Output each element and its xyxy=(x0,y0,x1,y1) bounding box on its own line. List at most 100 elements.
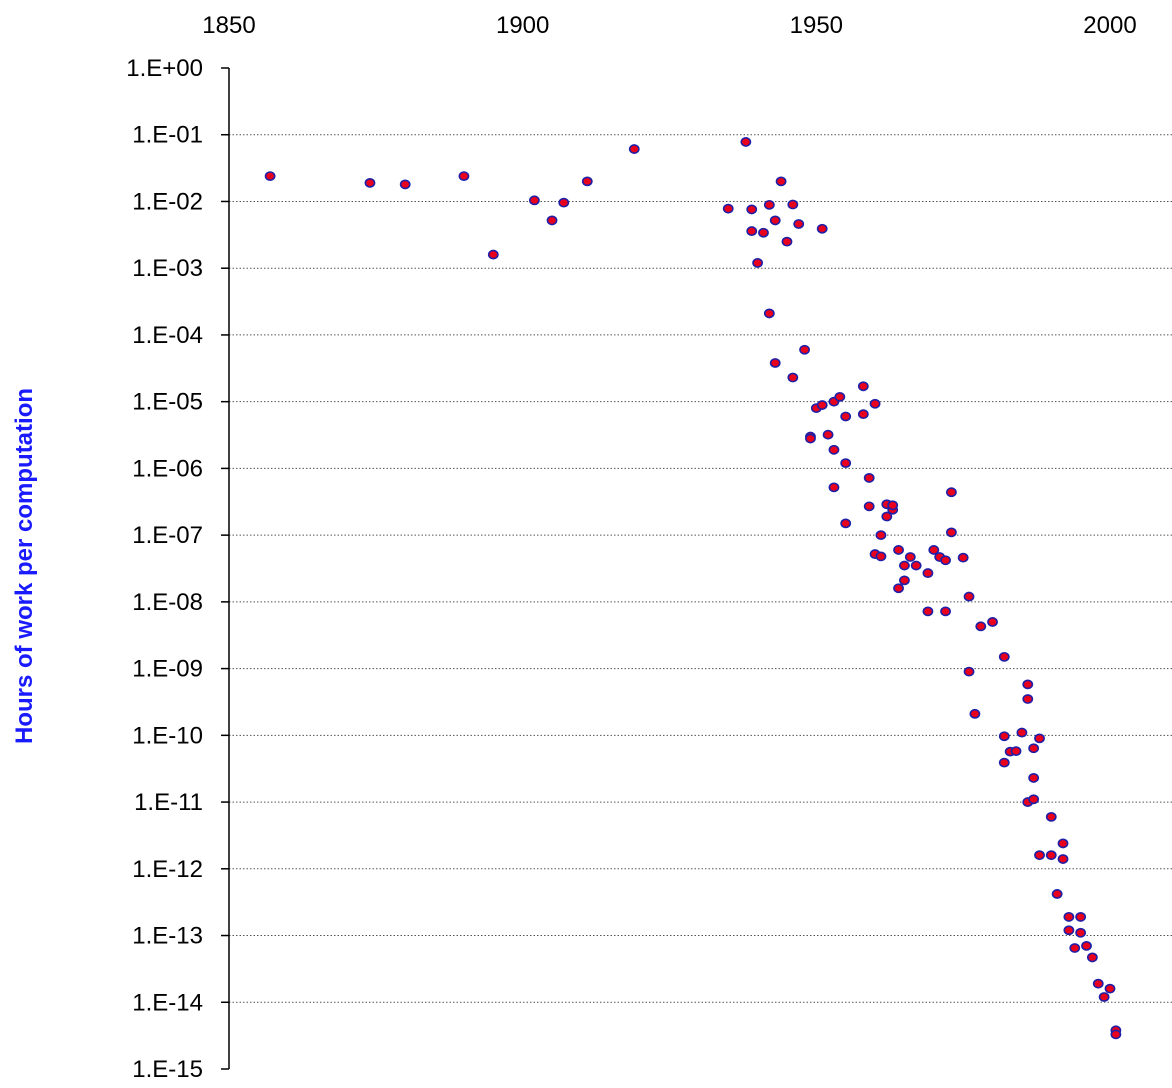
data-point xyxy=(881,511,893,522)
data-point xyxy=(487,249,499,260)
data-point xyxy=(529,195,540,206)
data-point xyxy=(963,666,975,677)
data-point xyxy=(775,176,787,187)
data-point xyxy=(546,215,558,226)
y-tick-label: 1.E-14 xyxy=(132,989,203,1016)
data-point xyxy=(922,568,934,578)
data-point xyxy=(1010,746,1022,757)
y-tick-label: 1.E-10 xyxy=(132,722,203,749)
data-point xyxy=(1069,943,1081,953)
data-point xyxy=(946,527,957,538)
data-point xyxy=(1092,978,1104,989)
data-point xyxy=(857,381,869,392)
data-point xyxy=(946,487,957,498)
data-point xyxy=(399,179,411,190)
data-point xyxy=(822,429,834,440)
data-point xyxy=(264,171,276,181)
data-point xyxy=(834,391,846,402)
y-tick-label: 1.E-04 xyxy=(132,322,203,349)
data-point xyxy=(957,552,969,563)
data-point xyxy=(722,203,734,214)
data-point xyxy=(1045,811,1057,822)
data-point xyxy=(799,344,810,355)
data-point xyxy=(998,651,1010,662)
data-point xyxy=(840,411,852,422)
data-point xyxy=(805,433,816,444)
data-point xyxy=(1104,983,1116,994)
data-point xyxy=(1081,940,1092,951)
x-tick-label: 1950 xyxy=(790,12,843,39)
data-point xyxy=(816,400,828,410)
data-point xyxy=(1034,850,1045,861)
data-point xyxy=(940,555,951,566)
data-point xyxy=(987,617,998,627)
data-point xyxy=(1016,727,1028,738)
data-point xyxy=(1057,838,1069,849)
data-point xyxy=(364,177,376,188)
data-point xyxy=(840,458,852,469)
data-point xyxy=(940,606,951,617)
y-tick-label: 1.E-12 xyxy=(132,856,203,883)
data-point xyxy=(975,621,987,632)
y-axis-label: Hours of work per computation xyxy=(11,388,38,744)
data-point xyxy=(1098,992,1110,1002)
data-point xyxy=(928,545,940,555)
y-tick-label: 1.E-05 xyxy=(132,389,203,416)
data-point xyxy=(740,137,752,147)
data-point xyxy=(787,199,799,210)
data-point xyxy=(781,236,793,247)
data-point xyxy=(1034,733,1045,744)
gridlines xyxy=(229,134,1172,1003)
data-point xyxy=(904,552,916,562)
y-tick-label: 1.E-02 xyxy=(132,188,203,215)
data-point xyxy=(922,606,934,617)
data-point xyxy=(758,227,769,238)
data-point xyxy=(769,358,781,368)
data-point xyxy=(828,482,840,493)
data-point xyxy=(787,372,799,383)
data-point xyxy=(1057,854,1069,864)
tick-labels: 1.E+00 1.E-01 1.E-02 1.E-03 1.E-04 1.E-05 1.E-… xyxy=(126,12,1136,1083)
data-point xyxy=(840,518,852,529)
x-tick-label: 2000 xyxy=(1083,12,1136,39)
data-point xyxy=(875,551,887,562)
x-tick-label: 1850 xyxy=(202,12,255,39)
x-tick-label: 1900 xyxy=(496,12,549,39)
axes xyxy=(221,67,230,1070)
data-point xyxy=(1045,850,1057,861)
data-point xyxy=(769,215,781,226)
y-tick-label: 1.E-13 xyxy=(132,923,203,950)
data-point xyxy=(1063,925,1075,936)
data-point xyxy=(746,204,758,215)
data-point xyxy=(558,197,570,208)
data-point xyxy=(828,444,840,455)
data-point xyxy=(1063,912,1075,922)
data-point xyxy=(899,560,910,571)
data-point xyxy=(793,219,805,229)
data-point xyxy=(887,500,899,511)
data-point xyxy=(963,591,975,602)
data-point xyxy=(581,176,593,187)
data-point xyxy=(752,258,763,268)
data-point xyxy=(628,144,640,154)
y-tick-label: 1.E-03 xyxy=(132,255,203,282)
data-point xyxy=(863,501,875,512)
data-point xyxy=(863,473,875,483)
y-tick-label: 1.E-07 xyxy=(132,522,203,549)
y-tick-label: 1.E-01 xyxy=(132,122,203,149)
data-point xyxy=(1028,743,1040,754)
data-point xyxy=(998,757,1010,768)
y-tick-label: 1.E+00 xyxy=(126,55,203,82)
data-points xyxy=(264,137,1122,1040)
data-point xyxy=(899,575,910,586)
data-point xyxy=(1022,679,1034,690)
data-point xyxy=(763,308,775,319)
data-point xyxy=(857,409,869,420)
data-point xyxy=(910,560,922,571)
data-point xyxy=(1051,889,1063,899)
data-point xyxy=(458,171,470,181)
y-tick-label: 1.E-15 xyxy=(132,1056,203,1083)
data-point xyxy=(1075,912,1087,922)
data-point xyxy=(969,708,981,719)
